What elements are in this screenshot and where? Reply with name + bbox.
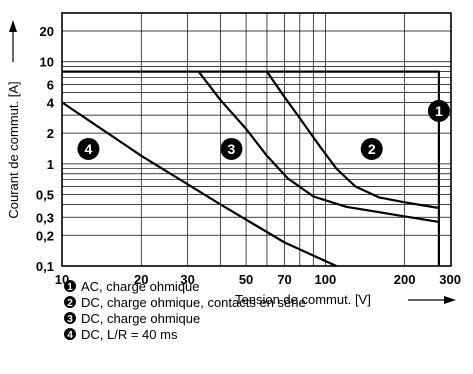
- legend-badge-number: 2: [67, 298, 73, 309]
- badge-circle: [360, 137, 383, 160]
- x-tick-label: 30: [180, 272, 194, 287]
- plot-frame: [61, 12, 452, 267]
- y-tick-label: 0,3: [36, 210, 54, 225]
- badge-circle: [220, 137, 243, 160]
- x-tick-labels: 10 20 30 50 70 100 200 300: [55, 272, 461, 287]
- badge-1: 1: [427, 99, 450, 122]
- legend-text: DC, charge ohmique, contacts en série: [81, 295, 306, 310]
- legend-item: 1 AC, charge ohmique: [64, 279, 200, 294]
- curve-badges: 1 2 3 4: [77, 99, 450, 160]
- y-axis-arrow: [9, 20, 17, 62]
- curve-4: [61, 101, 337, 268]
- legend-badge: [64, 312, 76, 324]
- legend-item: 2 DC, charge ohmique, contacts en série: [64, 295, 306, 310]
- x-axis-arrow: [408, 296, 456, 304]
- badge-4: 4: [77, 137, 100, 160]
- legend-badge-number: 1: [67, 282, 73, 293]
- x-tick-label: 20: [134, 272, 148, 287]
- grid: [61, 12, 452, 267]
- x-tick-label: 70: [277, 272, 291, 287]
- badge-2: 2: [360, 137, 383, 160]
- curve-3: [197, 70, 440, 223]
- legend-badge-number: 4: [67, 330, 73, 341]
- y-tick-label: 2: [47, 126, 54, 141]
- legend-badge: [64, 328, 76, 340]
- legend-text: DC, L/R = 40 ms: [81, 327, 178, 342]
- legend-item: 4 DC, L/R = 40 ms: [64, 327, 178, 342]
- badge-circle: [77, 137, 100, 160]
- y-tick-label: 4: [47, 95, 55, 110]
- y-tick-label: 0,2: [36, 228, 54, 243]
- y-tick-label: 1: [47, 157, 54, 172]
- x-tick-label: 50: [239, 272, 253, 287]
- series-group: [61, 70, 440, 268]
- plot-border: [61, 12, 452, 267]
- badge-number: 1: [435, 103, 443, 119]
- legend-badge-number: 3: [67, 314, 73, 325]
- badge-3: 3: [220, 137, 243, 160]
- x-tick-label: 100: [314, 272, 336, 287]
- legend-text: AC, charge ohmique: [81, 279, 200, 294]
- badge-number: 2: [368, 141, 376, 157]
- y-tick-label: 0,5: [36, 188, 54, 203]
- badge-number: 4: [85, 141, 93, 157]
- y-tick-label: 6: [47, 77, 54, 92]
- badge-number: 3: [228, 141, 236, 157]
- badge-circle: [427, 99, 450, 122]
- y-tick-label: 10: [40, 55, 54, 70]
- legend-text: DC, charge ohmique: [81, 311, 200, 326]
- curve-1: [62, 70, 440, 266]
- legend: 1 AC, charge ohmique 2 DC, charge ohmique, …: [64, 279, 306, 342]
- x-axis-label: Tension de commut. [V]: [235, 292, 371, 307]
- x-tick-label: 300: [439, 272, 461, 287]
- legend-badge: [64, 280, 76, 292]
- y-tick-labels: 0,1 0,2 0,3 0,5 1 2 4 6 10 20: [36, 24, 55, 274]
- y-axis-label: Courant de commut. [A]: [6, 81, 21, 218]
- y-tick-label: 0,1: [36, 259, 54, 274]
- x-tick-label: 200: [394, 272, 416, 287]
- y-tick-label: 20: [40, 24, 54, 39]
- legend-item: 3 DC, charge ohmique: [64, 311, 200, 326]
- curve-2: [265, 70, 440, 210]
- legend-badge: [64, 296, 76, 308]
